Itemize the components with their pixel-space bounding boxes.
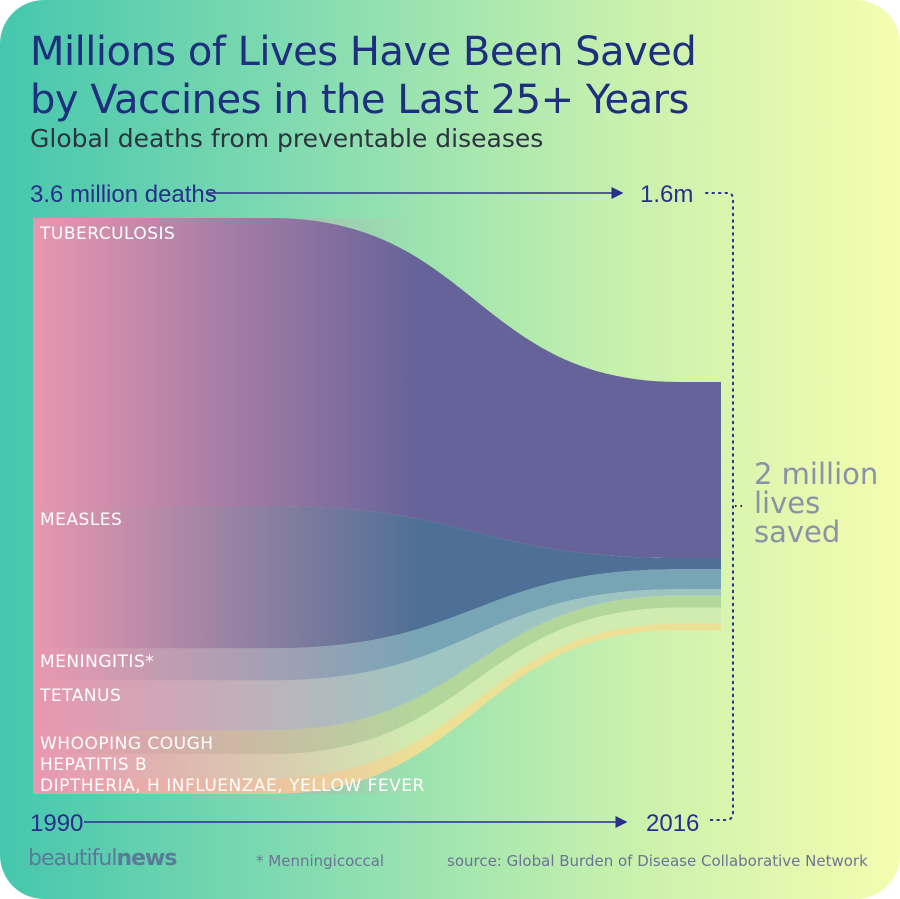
footnote: * Menningicoccal [256, 852, 385, 870]
series-label: WHOOPING COUGH [40, 734, 214, 754]
series-label: HEPATITIS B [40, 755, 148, 775]
top-axis-start-label: 3.6 million deaths [30, 181, 217, 208]
lives-saved-annotation: 2 million lives saved [754, 460, 878, 547]
source-note: source: Global Burden of Disease Collabo… [447, 852, 868, 870]
savings-bracket [705, 192, 734, 821]
left-tint-overlay [33, 218, 433, 794]
annotation-line: saved [754, 515, 841, 549]
band-hepatitis-b [33, 607, 721, 778]
series-label: TETANUS [40, 686, 122, 706]
annotation-line: 2 million [754, 457, 879, 491]
chart-subtitle: Global deaths from preventable diseases [30, 124, 544, 153]
series-label: MENINGITIS* [40, 652, 155, 672]
bottom-axis-end-label: 2016 [646, 810, 699, 837]
series-label: MEASLES [40, 510, 123, 530]
bottom-axis-start-label: 1990 [30, 810, 83, 837]
series-label: DIPTHERIA, H INFLUENZAE, YELLOW FEVER [40, 776, 425, 796]
brand-logo: beautifulnews [28, 846, 177, 871]
top-axis-end-label: 1.6m [640, 181, 693, 208]
annotation-line: lives [754, 486, 821, 520]
brand-part1: beautiful [28, 846, 117, 871]
series-label: TUBERCULOSIS [40, 224, 176, 244]
chart-title: Millions of Lives Have Been Saved by Vac… [30, 28, 697, 124]
brand-part2: news [116, 846, 177, 871]
title-line-1: Millions of Lives Have Been Saved [30, 29, 697, 75]
title-line-2: by Vaccines in the Last 25+ Years [30, 77, 689, 123]
